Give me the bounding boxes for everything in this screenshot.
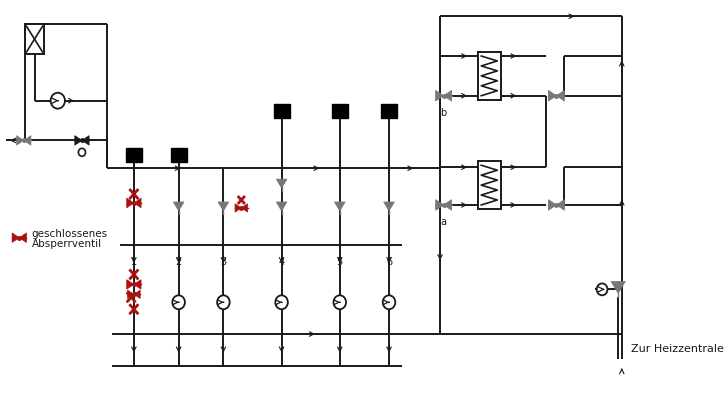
Circle shape — [275, 295, 288, 309]
Polygon shape — [20, 233, 26, 243]
Polygon shape — [218, 202, 229, 211]
Polygon shape — [241, 204, 248, 212]
Polygon shape — [134, 279, 141, 289]
Polygon shape — [127, 290, 134, 299]
Circle shape — [173, 295, 185, 309]
Bar — [381, 104, 397, 118]
Polygon shape — [443, 91, 451, 101]
Polygon shape — [134, 198, 141, 208]
Polygon shape — [12, 233, 20, 243]
Polygon shape — [435, 91, 443, 101]
Text: geschlossenes: geschlossenes — [32, 229, 108, 239]
Text: a: a — [440, 217, 447, 227]
Polygon shape — [75, 136, 82, 145]
Polygon shape — [127, 279, 134, 289]
Circle shape — [383, 295, 395, 309]
Circle shape — [217, 295, 229, 309]
Polygon shape — [127, 198, 134, 208]
Polygon shape — [548, 200, 556, 210]
Text: 6: 6 — [386, 256, 392, 267]
Circle shape — [333, 295, 346, 309]
Bar — [478, 52, 501, 100]
Text: 1: 1 — [131, 256, 137, 267]
Text: 2: 2 — [175, 256, 182, 267]
Bar — [25, 24, 44, 54]
Polygon shape — [556, 91, 564, 101]
Text: Absperrventil: Absperrventil — [32, 239, 102, 249]
Polygon shape — [548, 91, 556, 101]
Bar — [170, 148, 186, 162]
Bar — [478, 161, 501, 209]
Bar — [126, 148, 142, 162]
Polygon shape — [235, 204, 241, 212]
Circle shape — [51, 93, 65, 109]
Text: Zur Heizzentrale: Zur Heizzentrale — [630, 344, 724, 354]
Polygon shape — [276, 202, 287, 211]
Polygon shape — [384, 202, 395, 211]
Text: 3: 3 — [221, 256, 226, 267]
Text: 5: 5 — [336, 256, 343, 267]
Polygon shape — [556, 200, 564, 210]
Text: 4: 4 — [279, 256, 285, 267]
Polygon shape — [134, 290, 141, 299]
Polygon shape — [443, 200, 451, 210]
Circle shape — [597, 283, 607, 295]
Bar — [332, 104, 348, 118]
Polygon shape — [24, 136, 31, 145]
Polygon shape — [173, 202, 184, 211]
Polygon shape — [334, 202, 345, 211]
Bar — [274, 104, 290, 118]
Polygon shape — [82, 136, 89, 145]
Polygon shape — [17, 136, 24, 145]
Text: b: b — [440, 108, 447, 118]
Polygon shape — [276, 179, 287, 188]
Polygon shape — [611, 281, 625, 293]
Polygon shape — [435, 200, 443, 210]
